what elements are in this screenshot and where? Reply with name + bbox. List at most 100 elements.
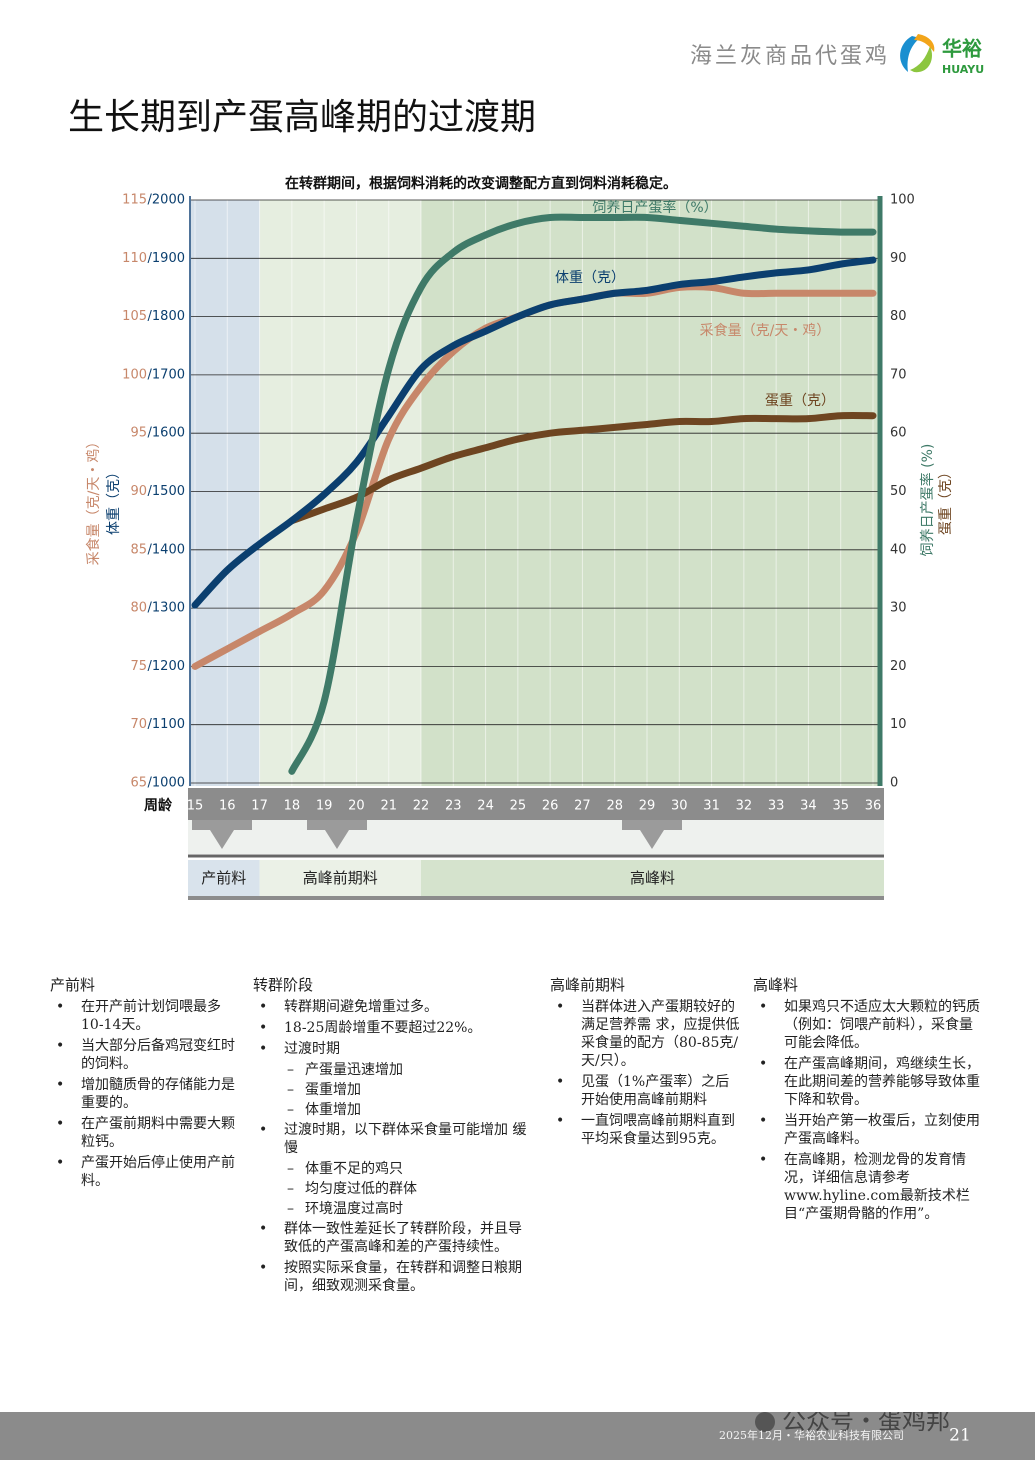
note-item: 过渡时期	[253, 1040, 538, 1058]
watermark: 公众号・蛋鸡邦	[782, 1412, 950, 1435]
y-tick-label: 75	[130, 659, 147, 674]
series-label: 饲养日产蛋率（%）	[592, 199, 717, 216]
note-column: 高峰前期料当群体进入产蛋期较好的满足营养需 求，应提供低采食量的配方（80-85…	[550, 976, 740, 1151]
note-item: 在产蛋前期料中需要大颗粒钙。	[50, 1115, 240, 1151]
series-line	[288, 213, 877, 775]
note-list: 转群期间避免增重过多。 18-25周龄增重不要超过22%。过渡时期产蛋量迅速增加蛋…	[253, 998, 538, 1295]
x-axis-title: 周龄	[144, 797, 173, 814]
x-tick-label: 23	[445, 799, 462, 814]
note-item: 群体一致性差延长了转群阶段，并且导 致低的产蛋高峰和差的产蛋持续性。	[253, 1220, 538, 1256]
note-subitem: 蛋重增加	[253, 1081, 538, 1099]
series-line	[288, 411, 877, 525]
x-tick-label: 33	[768, 799, 785, 814]
y-tick-label: 105	[122, 309, 147, 324]
arrow	[192, 820, 252, 849]
x-tick-label: 24	[477, 799, 494, 814]
x-tick-label: 22	[413, 799, 430, 814]
y3-tick-label: /1100	[148, 717, 185, 732]
note-subitem: 体重不足的鸡只	[253, 1160, 538, 1178]
phase-bar	[421, 860, 884, 896]
page-number: 21	[949, 1426, 971, 1446]
x-tick-label: 16	[219, 799, 236, 814]
y-tick-label: 100	[122, 367, 147, 382]
x-tick-label: 36	[865, 799, 882, 814]
y2-tick-label: 30	[890, 601, 907, 616]
x-tick-label: 17	[251, 799, 268, 814]
y3-tick-label: /2000	[148, 193, 185, 208]
note-column: 产前料在开产前计划饲喂最多10-14天。当大部分后备鸡冠变红时的饲料。增加髓质骨…	[50, 976, 240, 1193]
x-tick-label: 19	[316, 799, 333, 814]
y-tick-label: 85	[130, 542, 147, 557]
footer: 公众号・蛋鸡邦 2025年12月・华裕农业科技有限公司 21	[0, 1407, 1035, 1460]
series-line	[191, 256, 877, 609]
y2-tick-label: 40	[890, 542, 907, 557]
y2-tick-label: 100	[890, 193, 915, 208]
y2-tick-label: 0	[890, 776, 898, 791]
note-subitem: 环境温度过高时	[253, 1200, 538, 1218]
y3-tick-label: /1800	[148, 309, 185, 324]
x-tick-label: 31	[703, 799, 720, 814]
chart-title: 在转群期间，根据饲料消耗的改变调整配方直到饲料消耗稳定。	[285, 175, 677, 192]
x-tick-label: 28	[606, 799, 623, 814]
note-item: 在高峰期，检测龙骨的发育情况，详细信息请参考www.hyline.com最新技术…	[753, 1151, 985, 1223]
page-title: 生长期到产蛋高峰期的过渡期	[68, 97, 536, 138]
footer-graphic: 公众号・蛋鸡邦 2025年12月・华裕农业科技有限公司 21	[719, 1407, 971, 1446]
phase-label: 高峰前期料	[303, 869, 378, 887]
series-label: 蛋重（克）	[765, 393, 835, 409]
x-tick-label: 15	[187, 799, 204, 814]
logo-en: HUAYU	[942, 63, 984, 76]
note-list: 在开产前计划饲喂最多10-14天。当大部分后备鸡冠变红时的饲料。增加髓质骨的存储…	[50, 998, 240, 1190]
x-tick-label: 26	[542, 799, 559, 814]
y2-axis-title-2: 蛋重（克）	[938, 465, 954, 535]
note-item: 当群体进入产蛋期较好的满足营养需 求，应提供低采食量的配方（80-85克/天/只…	[550, 998, 740, 1070]
note-item: 按照实际采食量，在转群和调整日粮期 间，细致观测采食量。	[253, 1259, 538, 1295]
note-title: 高峰前期料	[550, 976, 626, 994]
note-item: 在产蛋高峰期间，鸡继续生长，在此期间差的营养能够导致体重下降和软骨。	[753, 1055, 985, 1109]
x-tick-label: 27	[574, 799, 591, 814]
y3-tick-label: /1400	[148, 542, 185, 557]
note-subitem: 产蛋量迅速增加	[253, 1061, 538, 1079]
phase-label: 高峰料	[630, 869, 675, 887]
watermark-icon	[755, 1412, 775, 1432]
series-label: 体重（克）	[555, 270, 625, 286]
note-item: 见蛋（1%产蛋率）之后开始使用高峰前期料	[550, 1073, 740, 1109]
y3-tick-label: /1600	[148, 426, 185, 441]
phase-band	[259, 200, 421, 786]
y2-tick-label: 50	[890, 484, 907, 499]
y2-tick-label: 80	[890, 309, 907, 324]
y2-tick-label: 90	[890, 251, 907, 266]
x-tick-label: 35	[832, 799, 849, 814]
y-tick-label: 115	[122, 193, 147, 208]
x-tick-label: 25	[510, 799, 527, 814]
note-column: 转群阶段转群期间避免增重过多。 18-25周龄增重不要超过22%。过渡时期产蛋量迅…	[253, 976, 538, 1298]
note-list: 如果鸡只不适应太大颗粒的钙质（例如：饲喂产前料），采食量可能会降低。在产蛋高峰期…	[753, 998, 985, 1223]
note-list: 当群体进入产蛋期较好的满足营养需 求，应提供低采食量的配方（80-85克/天/只…	[550, 998, 740, 1148]
y3-tick-label: /1500	[148, 484, 185, 499]
x-tick-label: 20	[348, 799, 365, 814]
y-tick-label: 90	[130, 484, 147, 499]
y2-tick-label: 60	[890, 426, 907, 441]
logo-cn: 华裕	[942, 37, 982, 61]
y2-tick-label: 70	[890, 367, 907, 382]
x-tick-label: 32	[736, 799, 753, 814]
x-tick-label: 29	[639, 799, 656, 814]
y-tick-label: 65	[130, 776, 147, 791]
note-title: 转群阶段	[253, 976, 314, 994]
note-item: 转群期间避免增重过多。	[253, 998, 538, 1016]
note-item: 在开产前计划饲喂最多10-14天。	[50, 998, 240, 1034]
note-item: 18-25周龄增重不要超过22%。	[253, 1019, 538, 1037]
note-subitem: 体重增加	[253, 1101, 538, 1119]
arrow	[622, 820, 682, 849]
y-tick-label: 80	[130, 601, 147, 616]
x-tick-label: 18	[284, 799, 301, 814]
y3-tick-label: /1900	[148, 251, 185, 266]
y3-tick-label: /1000	[148, 776, 185, 791]
note-item: 当大部分后备鸡冠变红时的饲料。	[50, 1037, 240, 1073]
y2-axis-title: 饲养日产蛋率 (%)	[919, 444, 936, 557]
note-item: 增加髓质骨的存储能力是重要的。	[50, 1076, 240, 1112]
y3-tick-label: /1300	[148, 601, 185, 616]
y-tick-label: 110	[122, 251, 147, 266]
arrow-area	[188, 820, 884, 854]
note-title: 产前料	[50, 976, 96, 994]
